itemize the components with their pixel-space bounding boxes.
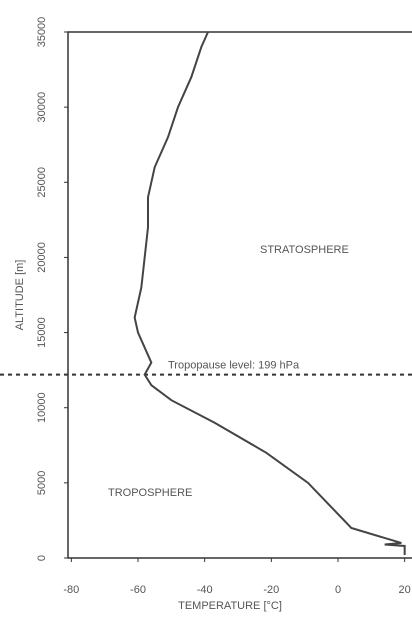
y-tick-label: 0 (36, 555, 48, 561)
x-axis-label: TEMPERATURE [°C] (178, 600, 282, 612)
y-axis-label: ALTITUDE [m] (14, 260, 26, 331)
y-tick-label: 20000 (36, 242, 48, 273)
y-tick-label: 35000 (36, 17, 48, 48)
x-tick-label: 0 (335, 584, 341, 596)
y-tick-label: 5000 (36, 471, 48, 495)
y-tick-label: 25000 (36, 167, 48, 198)
plot-frame (67, 31, 412, 559)
annotation: STRATOSPHERE (260, 244, 349, 256)
x-tick-label: 20 (399, 584, 411, 596)
y-tick-label: 10000 (36, 392, 48, 423)
y-tick-label: 15000 (36, 317, 48, 348)
y-tick-label: 30000 (36, 92, 48, 123)
x-tick-label: -60 (130, 584, 146, 596)
annotation: TROPOSPHERE (108, 487, 192, 499)
profile-line (133, 31, 406, 555)
reference-label: Tropopause level: 199 hPa (168, 360, 300, 372)
x-tick-label: -40 (197, 584, 213, 596)
x-tick-label: -80 (63, 584, 79, 596)
x-tick-label: -20 (263, 584, 279, 596)
